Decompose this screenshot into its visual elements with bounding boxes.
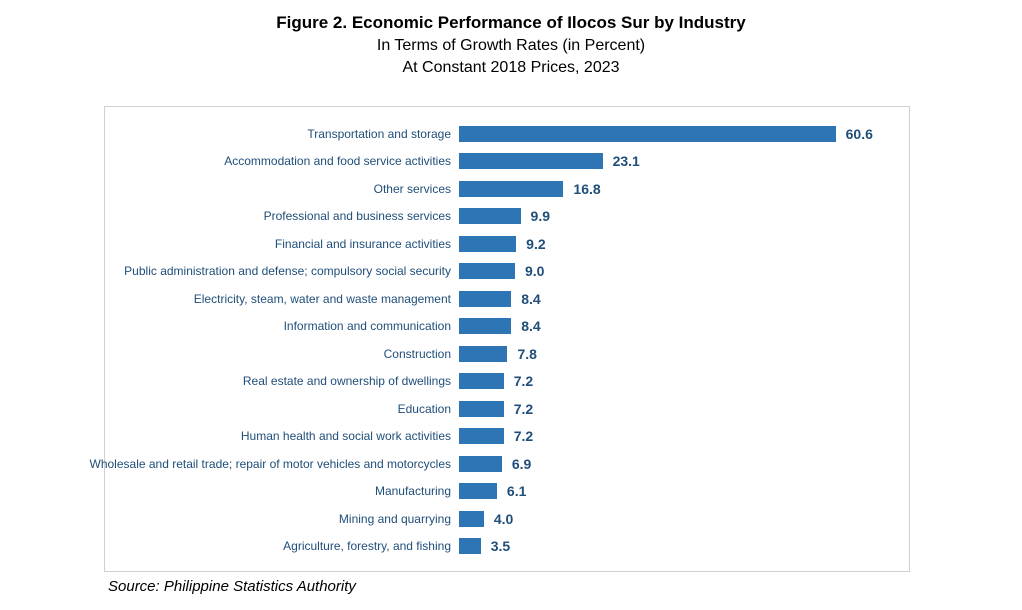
category-label: Human health and social work activities bbox=[0, 429, 451, 443]
value-label: 9.2 bbox=[526, 236, 545, 252]
value-label: 8.4 bbox=[521, 291, 540, 307]
value-label: 16.8 bbox=[573, 181, 600, 197]
bar bbox=[459, 126, 836, 142]
category-label: Mining and quarrying bbox=[0, 512, 451, 526]
title-line3: At Constant 2018 Prices, 2023 bbox=[0, 57, 1022, 79]
chart-titles: Figure 2. Economic Performance of Ilocos… bbox=[0, 0, 1022, 78]
category-label: Real estate and ownership of dwellings bbox=[0, 374, 451, 388]
category-label: Manufacturing bbox=[0, 484, 451, 498]
bar bbox=[459, 456, 502, 472]
bar bbox=[459, 373, 504, 389]
category-label: Financial and insurance activities bbox=[0, 237, 451, 251]
value-label: 7.2 bbox=[514, 428, 533, 444]
value-label: 23.1 bbox=[613, 153, 640, 169]
bar bbox=[459, 483, 497, 499]
bar bbox=[459, 181, 563, 197]
category-label: Agriculture, forestry, and fishing bbox=[0, 539, 451, 553]
bar bbox=[459, 236, 516, 252]
value-label: 9.9 bbox=[531, 208, 550, 224]
bar bbox=[459, 291, 511, 307]
bar bbox=[459, 428, 504, 444]
title-line1: Figure 2. Economic Performance of Ilocos… bbox=[0, 12, 1022, 35]
bar bbox=[459, 208, 521, 224]
bar bbox=[459, 346, 507, 362]
value-label: 7.2 bbox=[514, 373, 533, 389]
category-label: Public administration and defense; compu… bbox=[0, 264, 451, 278]
category-label: Education bbox=[0, 402, 451, 416]
bar bbox=[459, 318, 511, 334]
bar bbox=[459, 538, 481, 554]
category-label: Accommodation and food service activitie… bbox=[0, 154, 451, 168]
value-label: 9.0 bbox=[525, 263, 544, 279]
category-label: Information and communication bbox=[0, 319, 451, 333]
title-line2: In Terms of Growth Rates (in Percent) bbox=[0, 35, 1022, 57]
source-label: Source: Philippine Statistics Authority bbox=[108, 578, 356, 595]
value-label: 8.4 bbox=[521, 318, 540, 334]
chart-frame bbox=[104, 106, 910, 572]
bar bbox=[459, 263, 515, 279]
category-label: Professional and business services bbox=[0, 209, 451, 223]
category-label: Electricity, steam, water and waste mana… bbox=[0, 292, 451, 306]
bar bbox=[459, 153, 603, 169]
value-label: 6.1 bbox=[507, 483, 526, 499]
category-label: Other services bbox=[0, 182, 451, 196]
bar bbox=[459, 511, 484, 527]
category-label: Construction bbox=[0, 347, 451, 361]
value-label: 4.0 bbox=[494, 511, 513, 527]
value-label: 60.6 bbox=[846, 126, 873, 142]
value-label: 6.9 bbox=[512, 456, 531, 472]
value-label: 7.8 bbox=[517, 346, 536, 362]
value-label: 7.2 bbox=[514, 401, 533, 417]
bar bbox=[459, 401, 504, 417]
category-label: Wholesale and retail trade; repair of mo… bbox=[0, 457, 451, 471]
value-label: 3.5 bbox=[491, 538, 510, 554]
category-label: Transportation and storage bbox=[0, 127, 451, 141]
